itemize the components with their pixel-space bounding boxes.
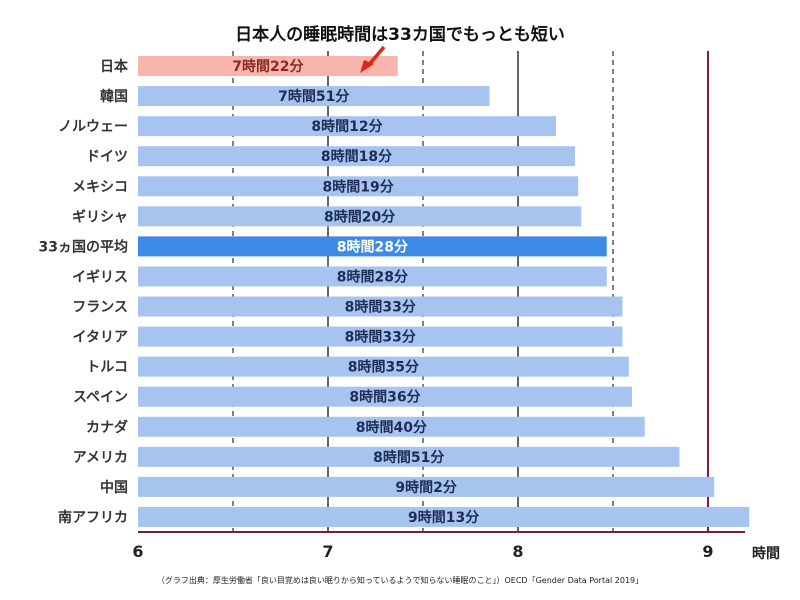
category-label: 中国	[100, 479, 128, 496]
bar-value-label: 8時間28分	[337, 268, 408, 285]
bar	[138, 446, 680, 467]
bar	[138, 416, 645, 437]
bar	[138, 176, 579, 197]
category-label: ギリシャ	[72, 208, 128, 225]
bar-value-label: 7時間51分	[278, 88, 349, 105]
x-tick-label: 6	[132, 542, 143, 561]
bar-value-label: 8時間28分	[337, 238, 408, 255]
bars-layer: 7時間22分 7時間51分 8時間12分 8時間18分 8時間19分 8時間20分 8時間2…	[138, 45, 750, 527]
category-label: 南アフリカ	[58, 509, 128, 526]
category-label: ドイツ	[86, 149, 128, 165]
bar-value-label: 8時間40分	[356, 419, 427, 436]
bar-value-label: 8時間51分	[373, 449, 444, 466]
category-label: トルコ	[86, 360, 128, 376]
bar-value-label: 8時間18分	[321, 148, 392, 165]
arrow-head	[360, 60, 374, 74]
bar	[138, 56, 398, 77]
bar	[138, 296, 623, 317]
bar-value-label: 7時間22分	[232, 58, 303, 75]
bar	[138, 236, 607, 257]
bar	[138, 476, 715, 497]
category-label: メキシコ	[72, 179, 128, 195]
bar-value-label: 9時間13分	[408, 509, 479, 526]
category-label: 日本	[100, 58, 129, 75]
chart-title: 日本人の睡眠時間は33カ国でもっとも短い	[235, 25, 565, 45]
bar	[138, 146, 575, 167]
bar	[138, 386, 632, 407]
category-label: イギリス	[72, 268, 128, 285]
x-tick-label: 8	[512, 542, 523, 561]
bar	[138, 326, 623, 347]
category-label: 33ヵ国の平均	[39, 238, 128, 255]
bar-value-label: 8時間20分	[324, 208, 395, 225]
category-label: 韓国	[100, 88, 128, 105]
x-axis: 6 7 8 9	[132, 531, 745, 561]
category-label: アメリカ	[73, 450, 128, 466]
x-axis-unit-label: 時間	[752, 546, 780, 562]
bar-value-label: 8時間33分	[345, 329, 416, 346]
category-label: スペイン	[73, 390, 128, 406]
category-label: フランス	[72, 300, 128, 316]
category-label: イタリア	[73, 330, 128, 346]
bar	[138, 356, 629, 377]
x-tick-label: 9	[702, 542, 713, 561]
bar	[138, 506, 750, 527]
bar-value-label: 8時間19分	[322, 178, 393, 195]
category-label: カナダ	[86, 419, 128, 436]
bar-value-label: 8時間12分	[311, 118, 382, 135]
bar	[138, 266, 607, 287]
bar-value-label: 8時間33分	[345, 299, 416, 316]
category-label: ノルウェー	[58, 119, 128, 135]
bar	[138, 206, 582, 227]
source-note: （グラフ出典：厚生労働省「良い目覚めは良い眠りから知っているようで知らない睡眠の…	[156, 576, 644, 585]
bar-value-label: 8時間35分	[348, 359, 419, 376]
bar	[138, 116, 556, 137]
bar-value-label: 9時間2分	[395, 479, 456, 496]
bar	[138, 86, 490, 107]
bar-value-label: 8時間36分	[349, 389, 420, 406]
x-tick-label: 7	[322, 542, 333, 561]
